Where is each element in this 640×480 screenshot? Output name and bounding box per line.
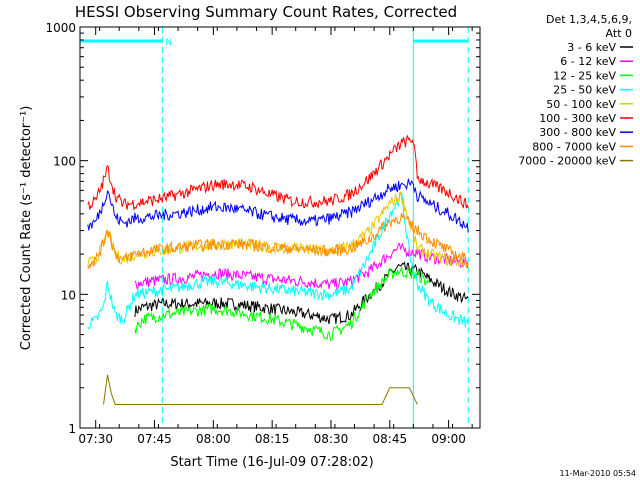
legend-label-1: 6 - 12 keV (560, 55, 616, 68)
y-tick-label: 100 (53, 155, 76, 169)
y-tick-label: 10 (61, 288, 76, 302)
legend-label-2: 12 - 25 keV (553, 69, 616, 82)
y-tick-label: 1000 (45, 21, 76, 35)
x-axis-label: Start Time (16-Jul-09 07:28:02) (170, 455, 373, 470)
chart-title: HESSI Observing Summary Count Rates, Cor… (75, 3, 457, 21)
series-line-4 (87, 191, 469, 268)
series-line-1 (134, 242, 469, 291)
legend-label-6: 300 - 800 keV (539, 126, 616, 139)
legend-label-5: 100 - 300 keV (539, 112, 616, 125)
x-tick-label: 08:45 (373, 432, 408, 446)
x-tick-label: 09:00 (431, 432, 466, 446)
legend-label-7: 800 - 7000 keV (532, 140, 616, 153)
axes: 07:30 07:45 08:00 08:15 08:30 08:45 09:00 1 10 10… (45, 21, 480, 446)
night-marker-label: N (165, 38, 172, 48)
series-line-8 (103, 374, 418, 405)
y-tick-label: 1 (68, 422, 76, 436)
legend-label-8: 7000 - 20000 keV (518, 155, 616, 168)
plot-timestamp: 11-Mar-2010 05:54 (560, 469, 637, 478)
series-line-7 (87, 212, 469, 270)
legend-label-0: 3 - 6 keV (567, 41, 616, 54)
series-line-3 (87, 191, 469, 330)
legend-label-4: 50 - 100 keV (546, 98, 616, 111)
x-tick-label: 07:45 (137, 432, 172, 446)
legend-header-line-1: Det 1,3,4,5,6,9, (546, 13, 632, 26)
x-tick-label: 08:30 (314, 432, 349, 446)
legend-header-line-2: Att 0 (606, 27, 632, 40)
plot-area: N (80, 27, 469, 428)
plot-frame (79, 26, 481, 429)
series-line-5 (87, 134, 469, 212)
y-axis-label: Corrected Count Rate (s⁻¹ detector⁻¹) (19, 106, 34, 351)
x-tick-label: 08:00 (196, 432, 231, 446)
series-line-2 (134, 265, 430, 342)
series-line-6 (87, 178, 469, 233)
legend-label-3: 25 - 50 keV (553, 84, 616, 97)
x-tick-label: 08:15 (255, 432, 290, 446)
x-tick-label: 07:30 (78, 432, 113, 446)
